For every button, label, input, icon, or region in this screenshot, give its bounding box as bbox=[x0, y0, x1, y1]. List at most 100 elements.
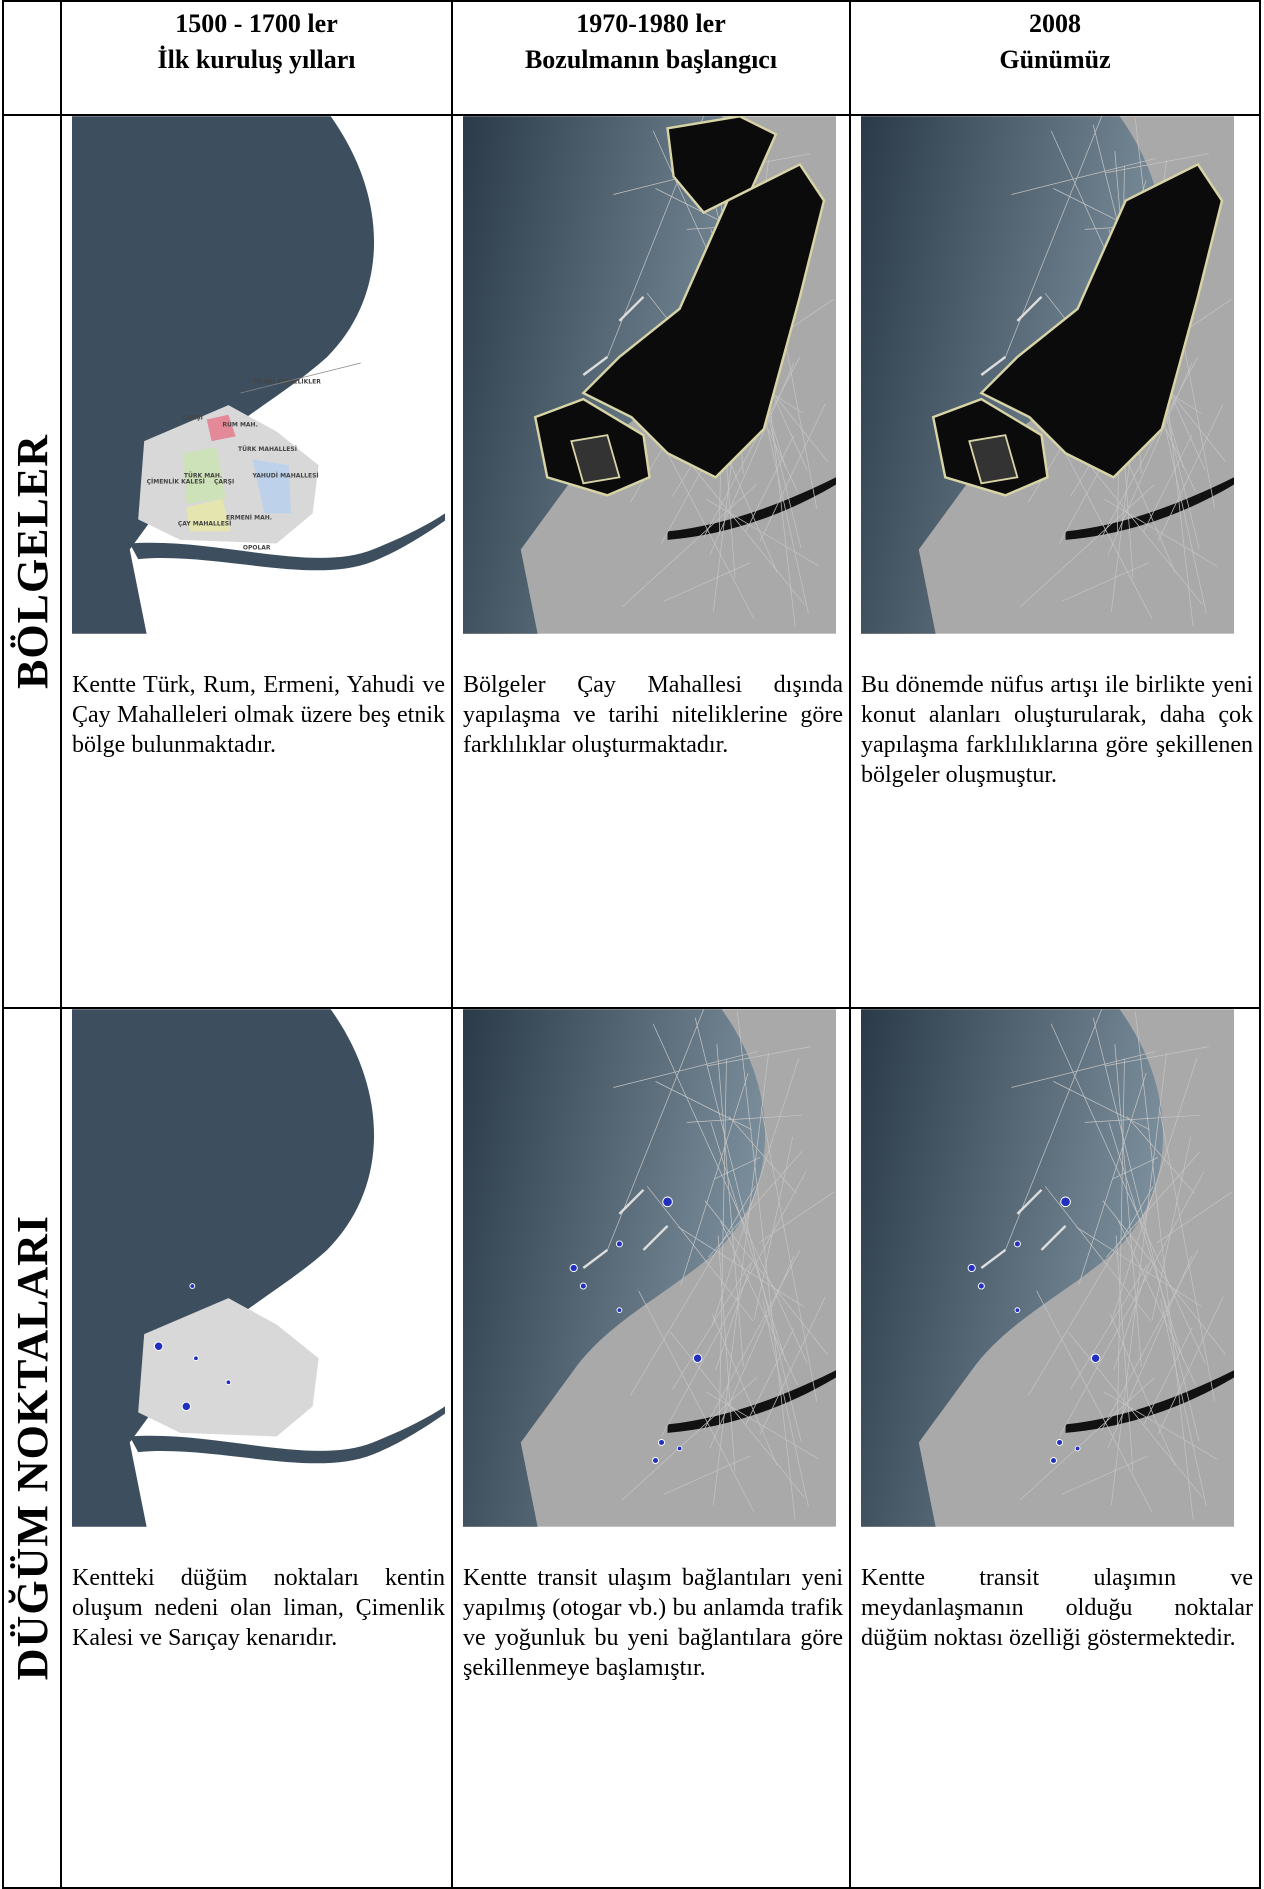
street bbox=[759, 1296, 826, 1435]
street bbox=[1151, 1136, 1192, 1320]
node-point bbox=[692, 1353, 703, 1363]
map-label: YAHUDİ MAHALLESİ bbox=[251, 472, 318, 479]
header-cell: 1970-1980 ler Bozulmanın başlangıcı bbox=[451, 0, 851, 116]
street bbox=[638, 1290, 755, 1513]
street bbox=[1126, 1116, 1195, 1194]
river bbox=[129, 513, 445, 571]
node-point bbox=[1050, 1457, 1058, 1465]
street bbox=[1108, 1122, 1184, 1361]
street bbox=[1134, 1011, 1194, 1520]
cell: Bu dönemde nüfus artışı ile birlikte yen… bbox=[849, 114, 1261, 1009]
period-title: Bozulmanın başlangıcı bbox=[524, 45, 778, 74]
street bbox=[1157, 1296, 1224, 1435]
street bbox=[712, 1052, 769, 1506]
map-label: ÇAY MAHALLESİ bbox=[178, 520, 231, 527]
street bbox=[1109, 1313, 1176, 1466]
zone bbox=[252, 459, 291, 514]
region bbox=[581, 162, 826, 479]
street bbox=[711, 1058, 800, 1326]
street bbox=[762, 1299, 809, 1507]
node-point bbox=[658, 1438, 666, 1446]
node-point bbox=[569, 1263, 578, 1273]
street bbox=[761, 1107, 818, 1402]
street bbox=[705, 498, 820, 567]
street bbox=[715, 1261, 753, 1371]
street bbox=[1019, 1377, 1155, 1501]
street bbox=[678, 1226, 804, 1307]
node-point bbox=[616, 1307, 623, 1314]
map-label: ÇARŞI bbox=[214, 478, 234, 485]
street bbox=[680, 1072, 749, 1285]
street bbox=[716, 1044, 744, 1367]
street bbox=[717, 1235, 736, 1472]
map-label: TİCARİ ATEŞELİKLER bbox=[252, 378, 321, 385]
zone bbox=[206, 414, 236, 442]
map-label: ERMENİ MAH. bbox=[226, 514, 272, 521]
street bbox=[621, 484, 757, 608]
node-point bbox=[1013, 1240, 1021, 1248]
header-cell: 2008 Günümüz bbox=[849, 0, 1261, 116]
header-row: 1500 - 1700 ler İlk kuruluş yılları 1970-… bbox=[2, 0, 1261, 116]
street bbox=[621, 1377, 757, 1501]
node-point bbox=[652, 1457, 660, 1465]
street bbox=[705, 1391, 820, 1460]
map-label: TÜRK MAHALLESİ bbox=[238, 446, 297, 453]
street bbox=[1053, 1081, 1150, 1130]
street bbox=[1106, 1151, 1201, 1258]
street bbox=[1050, 1023, 1206, 1364]
street bbox=[708, 1151, 803, 1258]
street bbox=[1044, 1185, 1152, 1322]
map-label: OPOLAR bbox=[243, 544, 271, 551]
node-point bbox=[181, 1401, 191, 1412]
street bbox=[728, 1116, 797, 1194]
water bbox=[463, 1009, 766, 1527]
street bbox=[613, 1051, 758, 1088]
cell-text: Bu dönemde nüfus artışı ile birlikte yen… bbox=[861, 672, 1253, 788]
cell: Kentteki düğüm noktaları kentin oluşum n… bbox=[60, 1007, 453, 1889]
map: TİCARİ ATEŞELİKLER ÇARŞI RUM MAH. TÜRK MAHA… bbox=[72, 116, 445, 634]
map bbox=[861, 1009, 1234, 1527]
cell-text: Kentte transit ulaşım bağlantıları yeni … bbox=[463, 1565, 843, 1681]
node-point bbox=[1056, 1438, 1064, 1446]
zone bbox=[182, 447, 227, 504]
street bbox=[694, 1017, 802, 1442]
cell-text: Kentte transit ulaşımın ve meydanlaşmanı… bbox=[861, 1565, 1253, 1651]
street bbox=[686, 1114, 803, 1123]
street bbox=[1110, 1052, 1167, 1506]
street bbox=[629, 1185, 756, 1396]
node-point bbox=[1074, 1445, 1081, 1452]
map-label: ÇİMENLİK KALESİ bbox=[147, 478, 205, 485]
street bbox=[646, 1185, 754, 1322]
node-point bbox=[676, 1445, 683, 1452]
street bbox=[759, 403, 826, 542]
cell-text: Bölgeler Çay Mahallesi dışında yapılaşma… bbox=[463, 672, 843, 758]
street bbox=[1157, 403, 1224, 542]
cell: Kentte transit ulaşım bağlantıları yeni … bbox=[451, 1007, 851, 1889]
street bbox=[1103, 1391, 1218, 1460]
street bbox=[745, 434, 795, 532]
street bbox=[762, 406, 809, 614]
cell-text: Kentte Türk, Rum, Ermeni, Yahudi ve Çay … bbox=[72, 672, 445, 758]
street bbox=[1114, 1044, 1142, 1367]
river bbox=[1065, 477, 1234, 540]
node-point bbox=[977, 1282, 985, 1290]
street bbox=[1103, 498, 1218, 567]
street bbox=[753, 1136, 794, 1320]
street bbox=[1092, 1017, 1200, 1442]
street bbox=[1143, 434, 1193, 532]
street bbox=[1011, 1051, 1156, 1088]
cell-text: Kentteki düğüm noktaları kentin oluşum n… bbox=[72, 1565, 445, 1651]
street bbox=[1102, 1200, 1226, 1355]
map-label: RUM MAH. bbox=[222, 422, 257, 429]
water bbox=[861, 1009, 1164, 1527]
period: 1970-1980 ler bbox=[576, 9, 726, 38]
pier bbox=[980, 1188, 1067, 1269]
street bbox=[1105, 153, 1209, 174]
river bbox=[667, 1370, 836, 1433]
cell: Bölgeler Çay Mahallesi dışında yapılaşma… bbox=[451, 114, 851, 1009]
row: DÜĞÜM NOKTALARI Kentteki düğüm noktaları… bbox=[2, 1007, 1261, 1889]
row-label-cell: DÜĞÜM NOKTALARI bbox=[2, 1007, 62, 1889]
map bbox=[463, 1009, 836, 1527]
